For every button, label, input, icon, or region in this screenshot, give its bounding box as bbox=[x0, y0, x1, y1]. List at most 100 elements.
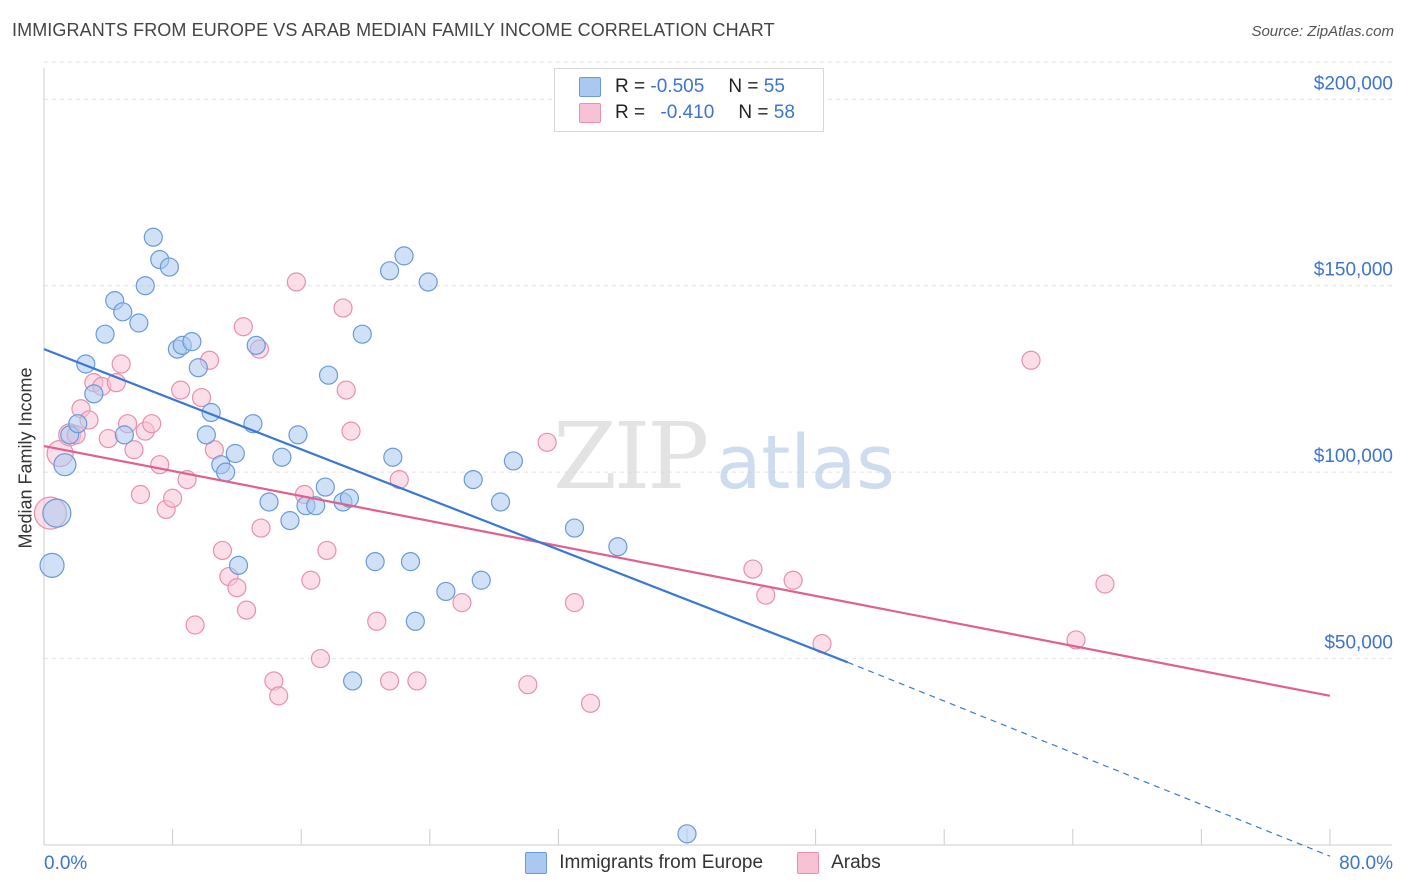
n-label: N = bbox=[728, 76, 759, 97]
arabs-point bbox=[1066, 630, 1086, 650]
source-credit: Source: ZipAtlas.com bbox=[1251, 23, 1394, 40]
r-label: R = bbox=[615, 102, 646, 123]
watermark-atlas: atlas bbox=[716, 420, 895, 506]
arabs-swatch bbox=[579, 103, 601, 123]
arabs-point bbox=[163, 488, 183, 508]
europe-point bbox=[394, 246, 414, 266]
europe-legend-swatch bbox=[525, 852, 548, 874]
axes bbox=[43, 68, 1392, 846]
europe-point bbox=[490, 492, 511, 512]
arabs-point bbox=[286, 272, 306, 292]
arabs-point bbox=[367, 611, 387, 631]
europe-point bbox=[318, 365, 339, 385]
arabs-point bbox=[333, 298, 353, 318]
y-tick-label: $100,000 bbox=[1314, 446, 1393, 467]
trend-lines bbox=[43, 348, 1331, 857]
arabs-point bbox=[341, 421, 361, 441]
arabs-point bbox=[150, 455, 170, 475]
arabs-trend-line bbox=[43, 444, 1331, 697]
europe-point bbox=[225, 443, 245, 464]
europe-point bbox=[272, 447, 292, 467]
europe-point bbox=[288, 425, 308, 445]
europe-point bbox=[306, 496, 326, 516]
legend-label-europe: Immigrants from Europe bbox=[559, 852, 764, 873]
europe-point bbox=[216, 462, 236, 482]
y-tick-label: $150,000 bbox=[1314, 260, 1393, 281]
europe-point bbox=[182, 332, 202, 352]
europe-point bbox=[42, 498, 72, 528]
arabs-point bbox=[185, 615, 205, 635]
europe-point bbox=[135, 276, 155, 296]
europe-point bbox=[315, 477, 335, 497]
arabs-point bbox=[407, 671, 427, 691]
series-legend: Immigrants from Europe Arabs bbox=[0, 852, 1406, 874]
europe-point bbox=[259, 492, 279, 512]
arabs-point bbox=[336, 380, 356, 400]
legend-label-arabs: Arabs bbox=[831, 852, 881, 873]
arabs-point bbox=[783, 570, 803, 590]
arabs-point bbox=[124, 440, 144, 460]
europe-point bbox=[503, 451, 523, 471]
europe-point bbox=[113, 302, 133, 322]
europe-swatch bbox=[579, 77, 601, 97]
arabs-point bbox=[380, 671, 400, 691]
europe-point bbox=[400, 552, 421, 572]
legend-item-arabs[interactable]: Arabs bbox=[797, 852, 881, 874]
n-value-europe: 55 bbox=[763, 76, 785, 97]
x-tick-label: 0.0% bbox=[44, 853, 87, 874]
gridlines bbox=[44, 61, 1392, 660]
arabs-point bbox=[537, 432, 557, 452]
arabs-point bbox=[301, 570, 321, 590]
arabs-point bbox=[233, 317, 253, 337]
r-value-europe: -0.505 bbox=[650, 76, 705, 97]
watermark-zip: ZIP bbox=[553, 403, 706, 510]
legend-item-europe[interactable]: Immigrants from Europe bbox=[525, 852, 763, 874]
legend-row-arabs: R = -0.410 N = 58 bbox=[579, 101, 795, 125]
legend-row-europe: R = -0.505 N = 55 bbox=[579, 75, 785, 99]
europe-point bbox=[129, 313, 149, 333]
europe-point bbox=[471, 570, 491, 590]
europe-point bbox=[159, 257, 179, 277]
stats-legend: R = -0.505 N = 55 R = -0.410 N = 58 bbox=[554, 68, 824, 132]
europe-point bbox=[39, 552, 65, 578]
europe-point bbox=[436, 581, 456, 602]
tick-labels: $50,000 $100,000 $150,000 $200,000 0.0% 80.0% bbox=[44, 73, 1393, 874]
europe-point bbox=[228, 555, 249, 575]
arabs-point bbox=[130, 484, 151, 505]
europe-point bbox=[280, 511, 300, 531]
arabs-point bbox=[236, 600, 257, 620]
europe-point bbox=[383, 447, 403, 467]
arabs-point bbox=[111, 354, 131, 374]
arabs-point bbox=[317, 540, 337, 561]
arabs-point bbox=[171, 380, 191, 400]
europe-point bbox=[188, 358, 208, 378]
arabs-point bbox=[1095, 574, 1115, 594]
europe-point bbox=[677, 824, 697, 844]
arabs-point bbox=[580, 693, 601, 713]
europe-point bbox=[352, 324, 372, 344]
y-tick-label: $200,000 bbox=[1314, 73, 1393, 94]
europe-point bbox=[463, 470, 483, 490]
arabs-point bbox=[564, 593, 585, 613]
arabs-point bbox=[756, 585, 776, 605]
arabs-point bbox=[518, 675, 538, 695]
europe-point bbox=[68, 414, 88, 434]
europe-point bbox=[608, 537, 628, 557]
europe-point bbox=[53, 453, 77, 477]
europe-point bbox=[143, 227, 163, 247]
europe-point bbox=[76, 354, 96, 374]
europe-points bbox=[39, 227, 697, 844]
n-label: N = bbox=[738, 102, 769, 123]
arabs-legend-swatch bbox=[797, 852, 820, 874]
europe-point bbox=[114, 425, 134, 445]
arabs-point bbox=[98, 428, 118, 449]
europe-point bbox=[343, 671, 363, 691]
arabs-point bbox=[1021, 350, 1041, 370]
arabs-point bbox=[142, 414, 162, 434]
europe-point bbox=[418, 272, 438, 292]
europe-point bbox=[380, 261, 400, 281]
arabs-point bbox=[743, 559, 763, 579]
europe-point bbox=[365, 552, 385, 572]
arabs-point bbox=[191, 387, 212, 408]
